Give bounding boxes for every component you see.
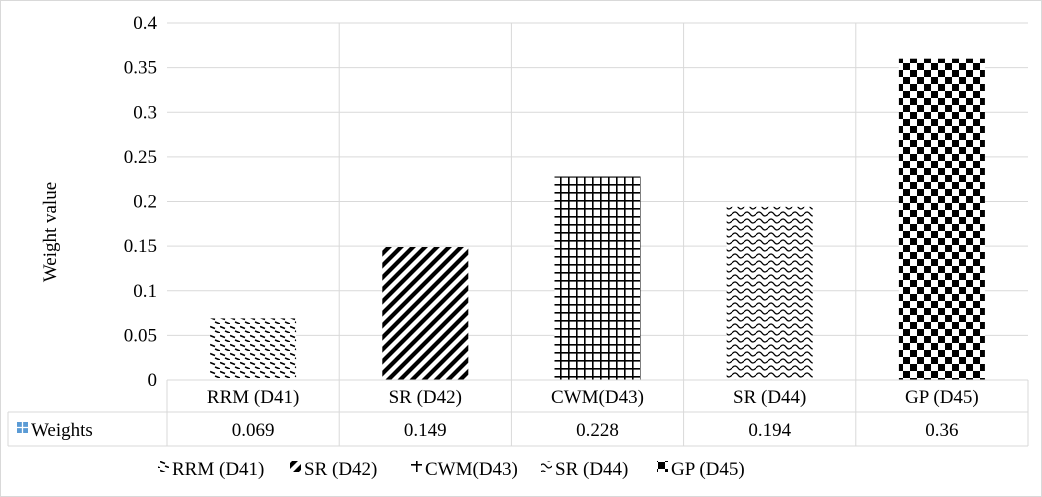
y-tick-label: 0.2 — [133, 192, 157, 213]
bar-1 — [210, 318, 297, 380]
legend-swatch-1 — [158, 461, 169, 472]
legend: RRM (D41) SR (D42) CWM(D43) SR (D44) GP (D45… — [158, 459, 745, 480]
bar-2 — [382, 247, 469, 380]
legend-label: CWM(D43) — [425, 459, 518, 480]
legend-swatch-4 — [541, 461, 552, 472]
y-tick-label: 0.3 — [133, 102, 157, 123]
bar-5 — [898, 58, 985, 380]
legend-swatch-2 — [290, 461, 301, 472]
y-axis-ticks: 0 0.05 0.1 0.15 0.2 0.25 0.3 0.35 0.4 — [124, 13, 158, 391]
y-tick-label: 0.25 — [124, 147, 157, 168]
table-value-cell: 0.069 — [232, 420, 275, 441]
bar-3 — [554, 176, 641, 380]
x-category-label: CWM(D43) — [551, 387, 644, 408]
legend-label: RRM (D41) — [172, 459, 264, 480]
table-value-cell: 0.149 — [404, 420, 447, 441]
y-axis-title: Weight value — [40, 182, 61, 282]
table-value-cell: 0.228 — [576, 420, 619, 441]
y-tick-label: 0.4 — [133, 13, 157, 34]
table-series-key-pattern — [17, 422, 28, 433]
y-tick-label: 0.1 — [133, 281, 157, 302]
table-series-name: Weights — [31, 420, 93, 441]
y-tick-label: 0.05 — [124, 325, 157, 346]
legend-swatch-5 — [657, 461, 668, 472]
legend-label: GP (D45) — [671, 459, 745, 480]
x-category-label: RRM (D41) — [207, 387, 299, 408]
bars — [210, 58, 985, 380]
x-category-label: SR (D42) — [389, 387, 462, 408]
bar-4 — [726, 206, 813, 380]
table-value-cell: 0.36 — [925, 420, 958, 441]
legend-swatch-3 — [411, 461, 422, 472]
x-category-label: SR (D44) — [733, 387, 806, 408]
y-tick-label: 0.35 — [124, 58, 157, 79]
y-tick-label: 0.15 — [124, 236, 157, 257]
table-value-cell: 0.194 — [748, 420, 791, 441]
data-table: RRM (D41) 0.069 SR (D42) 0.149 CWM(D43) 0.228… — [7, 379, 1029, 447]
y-tick-label: 0 — [148, 370, 158, 391]
x-category-label: GP (D45) — [905, 387, 979, 408]
legend-label: SR (D44) — [555, 459, 628, 480]
legend-label: SR (D42) — [304, 459, 377, 480]
